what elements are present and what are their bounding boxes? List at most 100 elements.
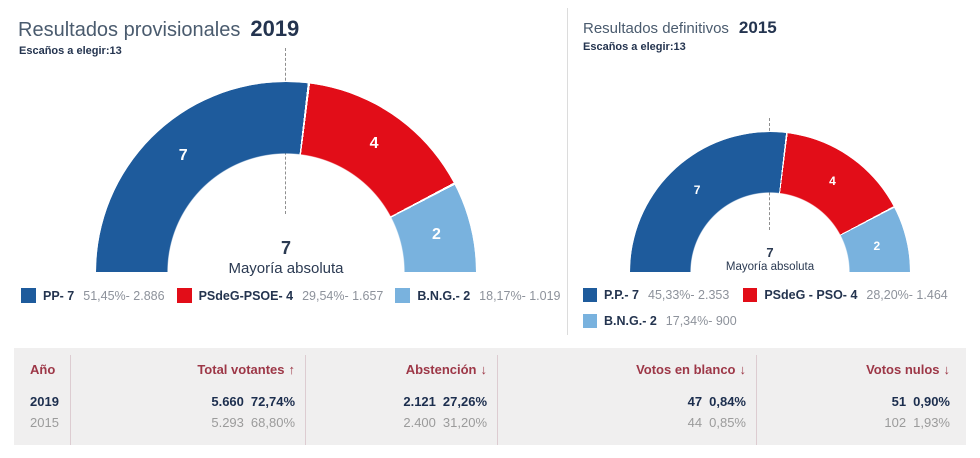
left-seats-to-elect: Escaños a elegir:13 bbox=[19, 45, 122, 57]
blanco-count-2019: 47 bbox=[687, 394, 703, 409]
right-seat-count-pp: 7 bbox=[693, 182, 701, 197]
left-seat-arc-chart: 7 4 2 bbox=[96, 82, 476, 272]
sort-down-icon[interactable]: ↓ bbox=[943, 362, 951, 377]
nulos-count-2019: 51 bbox=[891, 394, 907, 409]
legend-label-psoe-2015: PSdeG - PSO- 4 bbox=[764, 288, 858, 302]
column-ano: Año 2019 2015 bbox=[14, 355, 71, 445]
abstencion-pct-2015: 31,20% bbox=[442, 415, 487, 430]
legend-value-pp-2015: 45,33%- 2.353 bbox=[648, 288, 730, 302]
legend-item-psoe-2015: PSdeG - PSO- 4 28,20%- 1.464 bbox=[743, 288, 948, 302]
legend-item-bng-2015: B.N.G.- 2 17,34%- 900 bbox=[583, 314, 737, 328]
legend-value-pp: 51,45%- 2.886 bbox=[83, 288, 165, 303]
right-majority-annotation: 7 Mayoría absoluta bbox=[690, 245, 850, 273]
left-seat-count-pp: 7 bbox=[178, 146, 188, 164]
legend-item-pp-2015: P.P.- 7 45,33%- 2.353 bbox=[583, 288, 729, 302]
left-majority-annotation: 7 Mayoría absoluta bbox=[196, 238, 376, 277]
results-summary-table: Año 2019 2015 Total votantes ↑ 5.660 72,74… bbox=[14, 348, 966, 445]
right-chart-legend-row2: B.N.G.- 2 17,34%- 900 bbox=[583, 314, 737, 328]
legend-label-pp: PP- 7 bbox=[43, 288, 75, 303]
cell-abstencion-2019: 2.121 27,26% bbox=[306, 391, 497, 412]
left-seats-label: Escaños a elegir: bbox=[19, 45, 110, 57]
legend-item-psoe: PSdeG-PSOE- 4 29,54%- 1.657 bbox=[176, 288, 384, 303]
legend-value-psoe-2015: 28,20%- 1.464 bbox=[866, 288, 948, 302]
right-seats-label: Escaños a elegir: bbox=[583, 41, 674, 53]
legend-item-pp: PP- 7 51,45%- 2.886 bbox=[21, 288, 165, 303]
col-header-abstencion-label: Abstención bbox=[405, 362, 477, 377]
left-seat-count-bng: 2 bbox=[432, 225, 441, 243]
col-header-votos-blanco[interactable]: Votos en blanco ↓ bbox=[498, 355, 756, 385]
abstencion-count-2015: 2.400 bbox=[403, 415, 436, 430]
right-seat-arc-chart: 7 4 2 bbox=[630, 132, 910, 272]
column-votos-nulos: Votos nulos ↓ 51 0,90% 102 1,93% bbox=[757, 355, 966, 445]
nulos-pct-2015: 1,93% bbox=[913, 415, 950, 430]
legend-swatch-psoe-2015 bbox=[743, 288, 758, 302]
total-count-2019: 5.660 bbox=[211, 394, 244, 409]
right-panel-year: 2015 bbox=[738, 18, 777, 37]
abstencion-pct-2019: 27,26% bbox=[442, 394, 487, 409]
blanco-count-2015: 44 bbox=[687, 415, 703, 430]
nulos-count-2015: 102 bbox=[884, 415, 907, 430]
left-majority-value: 7 bbox=[280, 238, 291, 258]
col-header-abstencion[interactable]: Abstención ↓ bbox=[306, 355, 497, 385]
col-header-total-label: Total votantes bbox=[197, 362, 285, 377]
cell-abstencion-2015: 2.400 31,20% bbox=[306, 412, 497, 433]
nulos-pct-2019: 0,90% bbox=[913, 394, 950, 409]
col-header-blanco-label: Votos en blanco bbox=[636, 362, 736, 377]
abstencion-count-2019: 2.121 bbox=[403, 394, 436, 409]
legend-value-psoe: 29,54%- 1.657 bbox=[302, 288, 384, 303]
blanco-pct-2019: 0,84% bbox=[709, 394, 746, 409]
legend-label-pp-2015: P.P.- 7 bbox=[604, 288, 639, 302]
left-panel-title: Resultados provisionales bbox=[18, 19, 241, 41]
left-majority-label: Mayoría absoluta bbox=[228, 260, 344, 277]
legend-value-bng: 18,17%- 1.019 bbox=[479, 288, 561, 303]
col-header-votos-nulos[interactable]: Votos nulos ↓ bbox=[757, 355, 966, 385]
right-panel-header: Resultados definitivos 2015 bbox=[583, 18, 777, 38]
cell-nulos-2015: 102 1,93% bbox=[757, 412, 966, 433]
left-seat-count-psoe: 4 bbox=[369, 135, 379, 153]
legend-swatch-pp bbox=[21, 288, 36, 303]
cell-blanco-2019: 47 0,84% bbox=[498, 391, 756, 412]
right-panel-title: Resultados definitivos bbox=[583, 20, 729, 37]
right-seat-count-psoe: 4 bbox=[829, 174, 836, 189]
legend-value-bng-2015: 17,34%- 900 bbox=[665, 314, 737, 328]
right-majority-label: Mayoría absoluta bbox=[725, 261, 815, 273]
blanco-pct-2015: 0,85% bbox=[709, 415, 746, 430]
total-pct-2015: 68,80% bbox=[250, 415, 295, 430]
legend-swatch-bng-2015 bbox=[583, 314, 597, 328]
right-seat-count-bng: 2 bbox=[873, 238, 881, 253]
cell-year-2019: 2019 bbox=[30, 394, 59, 409]
col-header-ano[interactable]: Año bbox=[14, 355, 70, 385]
total-count-2015: 5.293 bbox=[211, 415, 244, 430]
sort-up-icon[interactable]: ↑ bbox=[288, 362, 296, 377]
column-votos-blanco: Votos en blanco ↓ 47 0,84% 44 0,85% bbox=[498, 355, 757, 445]
cell-nulos-2019: 51 0,90% bbox=[757, 391, 966, 412]
right-chart-legend-row1: P.P.- 7 45,33%- 2.353 PSdeG - PSO- 4 28,… bbox=[583, 288, 948, 302]
legend-label-bng-2015: B.N.G.- 2 bbox=[604, 314, 657, 328]
panel-divider bbox=[567, 8, 568, 335]
left-panel-header: Resultados provisionales 2019 bbox=[18, 16, 299, 42]
legend-swatch-bng bbox=[395, 288, 411, 303]
sort-down-icon[interactable]: ↓ bbox=[739, 362, 747, 377]
legend-item-bng: B.N.G.- 2 18,17%- 1.019 bbox=[395, 288, 560, 303]
legend-swatch-pp-2015 bbox=[583, 288, 597, 302]
col-header-ano-label: Año bbox=[30, 362, 56, 377]
cell-total-2015: 5.293 68,80% bbox=[71, 412, 305, 433]
column-total-votantes: Total votantes ↑ 5.660 72,74% 5.293 68,80% bbox=[71, 355, 306, 445]
left-seats-count: 13 bbox=[109, 45, 122, 57]
left-panel-year: 2019 bbox=[250, 16, 300, 41]
legend-label-psoe: PSdeG-PSOE- 4 bbox=[198, 288, 294, 303]
column-abstencion: Abstención ↓ 2.121 27,26% 2.400 31,20% bbox=[306, 355, 498, 445]
cell-year-2015: 2015 bbox=[30, 415, 59, 430]
right-seats-to-elect: Escaños a elegir:13 bbox=[583, 41, 686, 53]
left-chart-legend: PP- 7 51,45%- 2.886 PSdeG-PSOE- 4 29,54%… bbox=[21, 288, 560, 303]
total-pct-2019: 72,74% bbox=[250, 394, 295, 409]
col-header-total-votantes[interactable]: Total votantes ↑ bbox=[71, 355, 305, 385]
cell-blanco-2015: 44 0,85% bbox=[498, 412, 756, 433]
cell-total-2019: 5.660 72,74% bbox=[71, 391, 305, 412]
col-header-nulos-label: Votos nulos bbox=[866, 362, 940, 377]
legend-label-bng: B.N.G.- 2 bbox=[417, 288, 471, 303]
legend-swatch-psoe bbox=[176, 288, 192, 303]
right-majority-value: 7 bbox=[766, 245, 774, 260]
sort-down-icon[interactable]: ↓ bbox=[480, 362, 488, 377]
